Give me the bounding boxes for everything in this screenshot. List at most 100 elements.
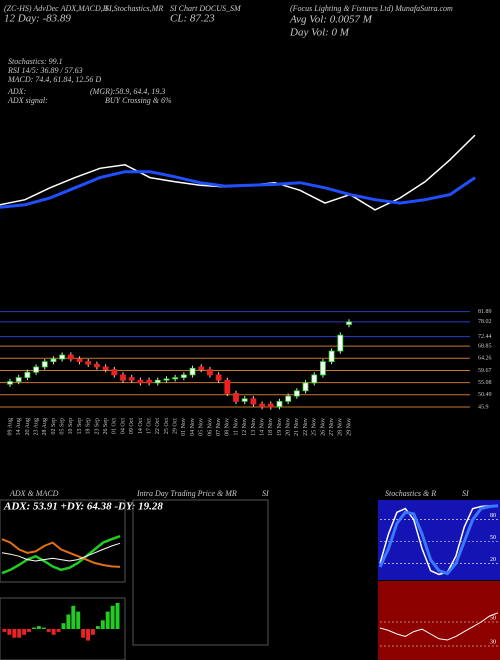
x-tick-label: 23 Sep <box>94 418 100 435</box>
x-tick-label: 19 Nov <box>277 418 283 436</box>
x-tick-label: 26 Nov <box>320 418 326 436</box>
candle-body <box>224 379 231 394</box>
x-tick-label: 01 Nov <box>181 418 187 436</box>
x-tick-label: 02 Sep <box>51 418 57 435</box>
avg-vol: Avg Vol: 0.0057 M <box>289 14 373 26</box>
y-tick-label: 80 <box>490 513 496 519</box>
candle-body <box>15 377 22 382</box>
y-tick-label: 59.67 <box>478 368 492 374</box>
mgr-readout: (MGR):58.9, 64.4, 19.3 <box>90 87 165 96</box>
x-tick-label: 13 Sep <box>77 418 83 435</box>
candle-body <box>346 321 352 325</box>
x-tick-label: 29 Oct <box>173 418 179 434</box>
x-tick-label: 22 Nov <box>303 418 309 436</box>
x-tick-label: 04 Nov <box>190 418 196 436</box>
panel-background <box>378 581 500 660</box>
x-tick-label: 28 Nov <box>338 418 344 436</box>
x-tick-label: 17 Oct <box>146 418 152 434</box>
y-tick-label: 50 <box>490 615 496 621</box>
histogram-bar <box>86 629 90 641</box>
candle-body <box>250 398 257 405</box>
x-tick-label: 10 Sep <box>68 418 74 435</box>
candle-body <box>76 358 83 363</box>
candle-body <box>146 379 152 384</box>
header-price: CL: 87.23 <box>170 13 215 25</box>
intraday-box <box>132 499 269 646</box>
series-line <box>379 504 498 576</box>
histogram-bar <box>76 611 81 629</box>
x-tick-label: 14 Nov <box>259 418 265 436</box>
macd-readout: MACD: 74.4, 61.84, 12.56 D <box>7 75 101 84</box>
panel-title: Intra Day Trading Price & MR <box>136 489 237 498</box>
histogram-bar <box>7 629 12 635</box>
candle-body <box>67 354 74 360</box>
candle-body <box>285 395 292 402</box>
x-tick-label: 18 Sep <box>86 418 92 435</box>
candle-body <box>276 400 283 408</box>
candle-body <box>7 381 13 385</box>
candle-body <box>85 361 92 365</box>
y-tick-label: 20 <box>490 557 496 563</box>
x-tick-label: 01 Oct <box>112 418 118 434</box>
adx-signal: ADX signal: <box>7 96 48 105</box>
candle-body <box>311 374 318 384</box>
candle-body <box>137 379 144 384</box>
histogram-bar <box>46 629 51 632</box>
candle-body <box>320 361 326 376</box>
x-tick-label: 21 Nov <box>294 418 300 436</box>
histogram-bar <box>56 629 61 632</box>
macd-box <box>0 597 126 660</box>
candle-body <box>207 369 213 376</box>
x-tick-label: 13 Nov <box>251 418 257 436</box>
candle-body <box>337 334 344 352</box>
x-tick-label: 06 Nov <box>207 418 213 436</box>
series-line <box>1 542 121 562</box>
series-line <box>379 612 499 641</box>
histogram-bar <box>41 627 46 629</box>
series-line <box>378 504 499 576</box>
candle-body <box>302 382 309 392</box>
y-tick-label: 81.89 <box>478 309 492 315</box>
candle-body <box>163 378 170 381</box>
candle-body <box>172 377 179 380</box>
header-right: (Focus Lighting & Fixtures Ltd) MunafaSu… <box>290 4 453 13</box>
histogram-bar <box>51 629 56 635</box>
candle-body <box>267 403 274 408</box>
histogram-bar <box>105 611 110 629</box>
candle-body <box>328 350 335 363</box>
x-tick-label: 05 Sep <box>60 418 66 435</box>
x-tick-label: 26 Sep <box>103 418 109 435</box>
histogram-bar <box>100 620 105 629</box>
y-tick-label: 64.26 <box>478 356 492 362</box>
histogram-bar <box>32 627 36 629</box>
adx-values: ADX: 53.91 +DY: 64.38 -DY: 19.28 <box>3 501 163 513</box>
x-tick-label: 09 Oct <box>129 418 135 434</box>
candle-body <box>128 377 135 381</box>
panel-title: Stochastics & R <box>385 489 436 498</box>
histogram-bar <box>95 626 100 629</box>
candle-body <box>233 393 239 402</box>
buy-signal: BUY Crossing & 6% <box>105 96 172 105</box>
y-tick-label: 68.85 <box>478 344 492 350</box>
histogram-bar <box>81 629 86 638</box>
candle-body <box>154 379 161 384</box>
header-mid: SI,Stochastics,MR <box>105 4 163 13</box>
candle-body <box>189 367 196 376</box>
candle-body <box>59 354 66 360</box>
x-tick-label: 25 Oct <box>164 418 170 434</box>
panel-background <box>378 500 500 580</box>
candle-body <box>33 366 39 373</box>
series-line <box>1 535 121 575</box>
x-tick-label: 28 Aug <box>42 418 48 436</box>
header-mid2: SI Chart DOCUS_SM <box>170 4 242 13</box>
x-tick-label: 14 Oct <box>138 418 144 434</box>
candle-body <box>180 374 187 378</box>
x-tick-label: 22 Oct <box>155 418 161 434</box>
histogram-bar <box>2 629 7 632</box>
panel-title: SI <box>462 489 469 498</box>
series-line <box>0 170 476 209</box>
header-left2: 12 Day: -83.89 <box>4 13 71 25</box>
series-line <box>1 538 121 568</box>
histogram-bar <box>61 623 66 629</box>
